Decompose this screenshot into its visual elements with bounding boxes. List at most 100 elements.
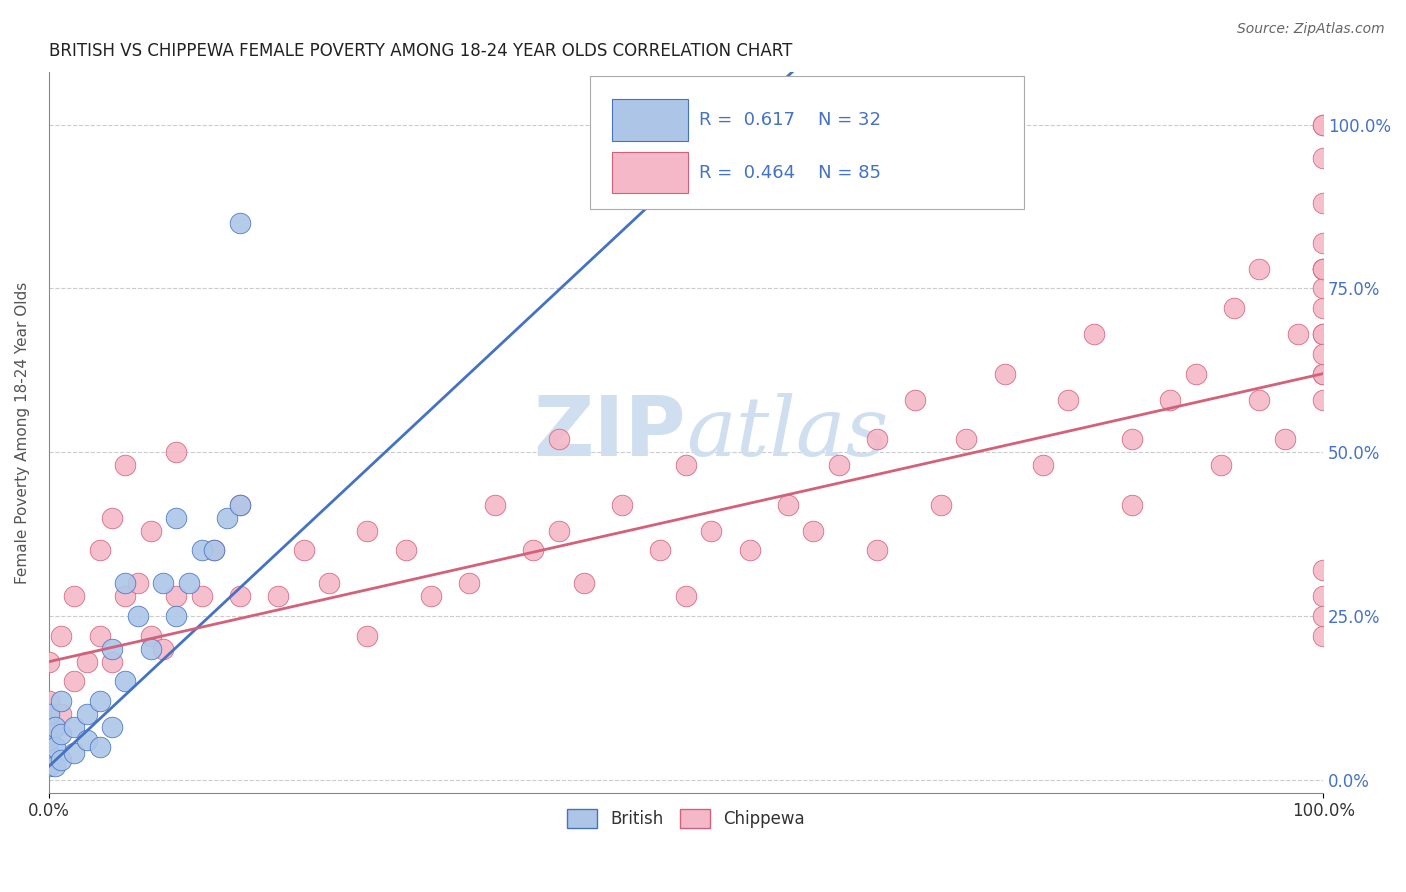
Point: [44, 759, 66, 773]
Point: [1184, 367, 1206, 381]
Point: [267, 589, 290, 603]
Point: [675, 458, 697, 473]
Point: [1121, 498, 1143, 512]
Point: [1223, 301, 1246, 315]
Point: [76, 707, 98, 722]
Point: [38, 655, 60, 669]
Point: [738, 170, 761, 185]
Point: [1312, 151, 1334, 165]
FancyBboxPatch shape: [612, 99, 689, 141]
Point: [1083, 327, 1105, 342]
Point: [484, 498, 506, 512]
Point: [114, 576, 136, 591]
Point: [1312, 301, 1334, 315]
Point: [44, 720, 66, 734]
Point: [612, 498, 634, 512]
FancyBboxPatch shape: [591, 76, 1024, 210]
Text: Source: ZipAtlas.com: Source: ZipAtlas.com: [1237, 22, 1385, 37]
Point: [63, 674, 86, 689]
Point: [904, 392, 927, 407]
Point: [1249, 392, 1271, 407]
Point: [1312, 281, 1334, 295]
Point: [955, 432, 977, 446]
Point: [51, 727, 73, 741]
Point: [165, 589, 187, 603]
Point: [776, 498, 799, 512]
Point: [1312, 608, 1334, 623]
Point: [101, 510, 124, 524]
Point: [63, 720, 86, 734]
Point: [63, 589, 86, 603]
Point: [318, 576, 340, 591]
Point: [1312, 367, 1334, 381]
Point: [1312, 347, 1334, 361]
Point: [1312, 261, 1334, 276]
Point: [139, 628, 162, 642]
Point: [828, 458, 851, 473]
Point: [51, 628, 73, 642]
Point: [38, 720, 60, 734]
Point: [51, 694, 73, 708]
Point: [522, 543, 544, 558]
Point: [127, 576, 149, 591]
Text: R =  0.464    N = 85: R = 0.464 N = 85: [699, 163, 880, 182]
Point: [229, 589, 252, 603]
Point: [866, 432, 889, 446]
Point: [1312, 261, 1334, 276]
Y-axis label: Female Poverty Among 18-24 Year Olds: Female Poverty Among 18-24 Year Olds: [15, 281, 30, 583]
Point: [89, 628, 111, 642]
Point: [190, 543, 212, 558]
Point: [101, 655, 124, 669]
Point: [547, 432, 569, 446]
Point: [76, 733, 98, 747]
Point: [76, 655, 98, 669]
Point: [229, 498, 252, 512]
Point: [420, 589, 443, 603]
Point: [803, 524, 825, 538]
Point: [152, 576, 174, 591]
Point: [51, 753, 73, 767]
Point: [675, 589, 697, 603]
Point: [44, 739, 66, 754]
Point: [114, 589, 136, 603]
Point: [38, 694, 60, 708]
Point: [1312, 261, 1334, 276]
Point: [738, 543, 761, 558]
Point: [165, 445, 187, 459]
Point: [572, 576, 595, 591]
Point: [547, 524, 569, 538]
Point: [1312, 327, 1334, 342]
Point: [1312, 118, 1334, 132]
Text: ZIP: ZIP: [533, 392, 686, 473]
Point: [1286, 327, 1309, 342]
Point: [89, 694, 111, 708]
Text: BRITISH VS CHIPPEWA FEMALE POVERTY AMONG 18-24 YEAR OLDS CORRELATION CHART: BRITISH VS CHIPPEWA FEMALE POVERTY AMONG…: [49, 42, 792, 60]
Point: [1057, 392, 1080, 407]
Point: [1312, 118, 1334, 132]
Point: [1312, 563, 1334, 577]
Point: [38, 707, 60, 722]
Point: [38, 747, 60, 761]
Point: [38, 759, 60, 773]
Point: [650, 543, 672, 558]
Point: [139, 524, 162, 538]
Point: [1159, 392, 1181, 407]
Point: [1312, 628, 1334, 642]
Point: [114, 674, 136, 689]
Point: [229, 216, 252, 230]
Point: [139, 641, 162, 656]
Point: [165, 608, 187, 623]
Point: [51, 707, 73, 722]
Point: [152, 641, 174, 656]
Text: atlas: atlas: [686, 392, 889, 473]
Point: [1312, 589, 1334, 603]
Point: [89, 739, 111, 754]
Point: [700, 524, 723, 538]
Point: [204, 543, 226, 558]
Point: [394, 543, 416, 558]
Point: [458, 576, 481, 591]
Point: [165, 510, 187, 524]
Point: [217, 510, 239, 524]
Point: [114, 458, 136, 473]
Point: [127, 608, 149, 623]
